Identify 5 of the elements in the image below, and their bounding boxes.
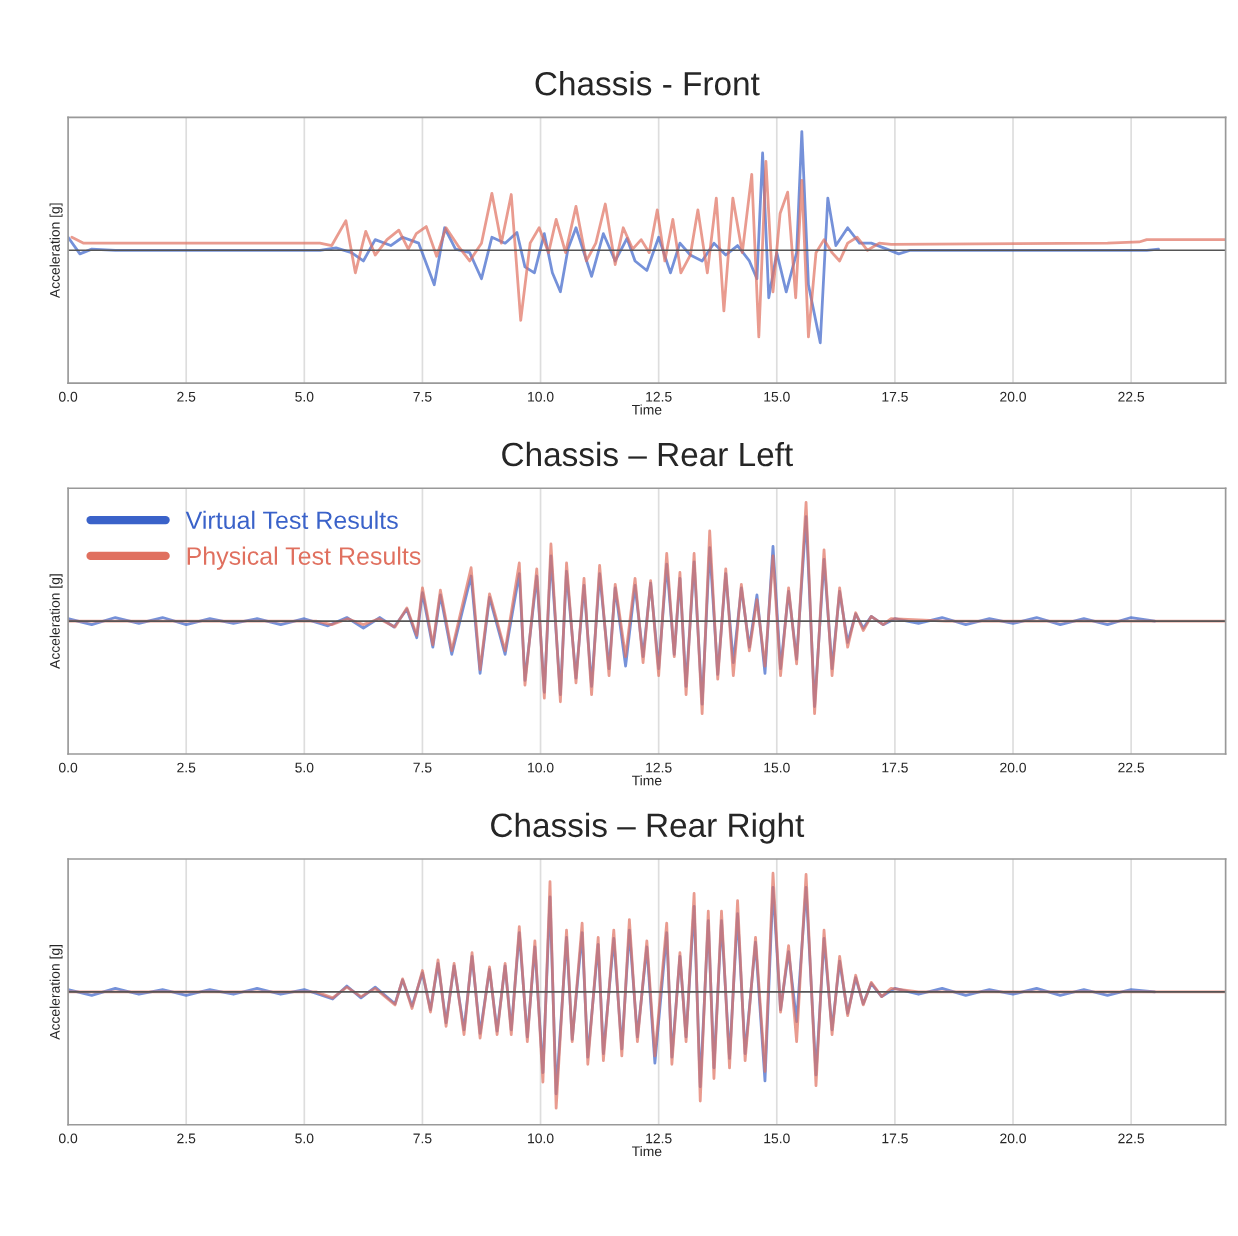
legend-label: Virtual Test Results xyxy=(185,510,398,530)
chart-title: Chassis – Rear Right xyxy=(491,812,805,844)
chart-title: Chassis – Rear Left xyxy=(502,441,793,467)
chart-title: Chassis - Front xyxy=(535,71,760,96)
legend-label: Physical Test Results xyxy=(187,546,421,570)
